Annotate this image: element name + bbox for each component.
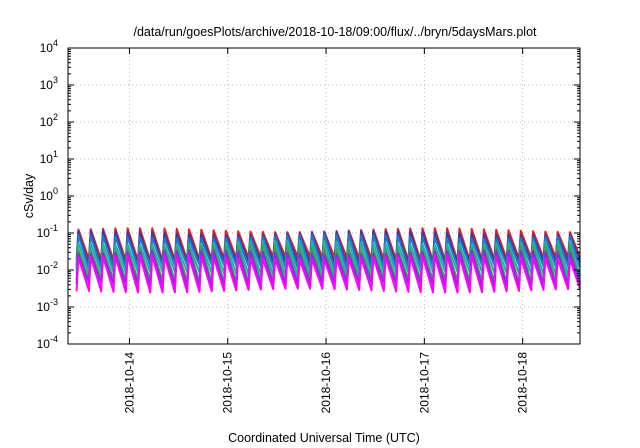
x-axis-ticks: 2018-10-14 2018-10-15 2018-10-16 2018-10-17… bbox=[122, 48, 530, 414]
y-axis-label: cSv/day bbox=[22, 173, 36, 218]
y-tick-label: 100 bbox=[40, 186, 58, 203]
y-tick-label: 10-4 bbox=[37, 334, 58, 351]
y-tick-label: 10-1 bbox=[37, 223, 58, 240]
x-axis-label: Coordinated Universal Time (UTC) bbox=[228, 431, 420, 445]
y-axis-ticks: 10-4 10-3 10-2 10-1 100 101 102 103 104 bbox=[37, 38, 580, 351]
y-tick-label: 102 bbox=[40, 112, 58, 129]
chart-title: /data/run/goesPlots/archive/2018-10-18/0… bbox=[133, 25, 537, 39]
x-tick-label: 2018-10-17 bbox=[417, 352, 431, 414]
series-line bbox=[75, 254, 581, 294]
x-tick-label: 2018-10-14 bbox=[122, 352, 136, 414]
y-tick-label: 101 bbox=[40, 149, 58, 166]
y-tick-label: 104 bbox=[40, 38, 58, 55]
y-tick-label: 10-2 bbox=[37, 260, 58, 277]
x-tick-label: 2018-10-15 bbox=[221, 352, 235, 414]
y-tick-label: 10-3 bbox=[37, 297, 58, 314]
x-tick-label: 2018-10-16 bbox=[319, 352, 333, 414]
data-series bbox=[75, 227, 581, 294]
y-tick-label: 103 bbox=[40, 75, 58, 92]
x-tick-label: 2018-10-18 bbox=[516, 352, 530, 414]
